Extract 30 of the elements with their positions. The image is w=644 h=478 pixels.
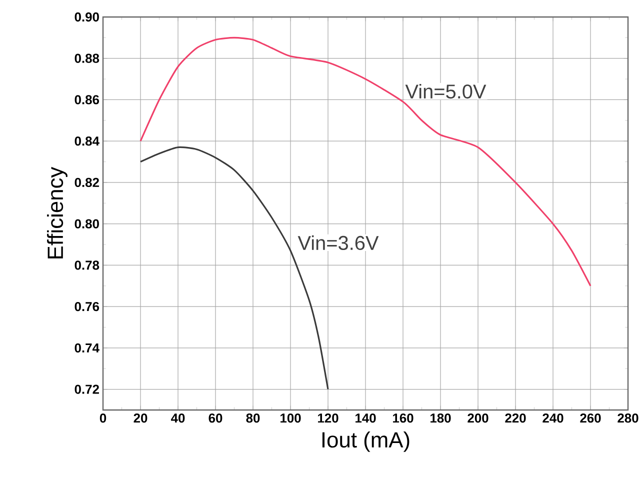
x-tick-label: 40 — [171, 414, 185, 423]
line-series — [140, 36, 592, 287]
series-label: Vin=5.0V — [405, 84, 486, 99]
y-tick-label: 0.84 — [74, 136, 100, 146]
x-tick-label: 20 — [134, 414, 148, 423]
x-tick-label: 100 — [280, 414, 301, 423]
x-tick-label: 80 — [246, 414, 260, 423]
x-tick-label: 0 — [100, 414, 106, 423]
y-tick-label: 0.88 — [74, 54, 100, 63]
y-tick-label: 0.90 — [74, 12, 99, 22]
y-tick-label: 0.72 — [74, 384, 99, 394]
x-axis-title: Iout (mA) — [322, 432, 410, 452]
x-tick-label: 120 — [318, 414, 338, 423]
y-tick-label: 0.86 — [74, 95, 100, 104]
y-tick-label: 0.74 — [74, 343, 100, 353]
x-tick-label: 260 — [580, 414, 601, 423]
x-tick-label: 280 — [618, 414, 638, 423]
x-tick-label: 180 — [430, 414, 451, 423]
y-axis-title: Efficiency — [47, 166, 68, 258]
y-tick-label: 0.78 — [74, 260, 100, 270]
x-tick-label: 240 — [542, 414, 564, 423]
x-tick-label: 160 — [393, 414, 414, 423]
y-tick-label: 0.82 — [74, 178, 99, 188]
x-tick-label: 200 — [468, 414, 488, 423]
series-label: Vin=3.6V — [298, 235, 379, 250]
x-tick-label: 60 — [208, 414, 222, 423]
x-tick-label: 140 — [356, 414, 376, 423]
y-tick-label: 0.80 — [74, 219, 99, 228]
x-tick-label: 220 — [505, 414, 526, 423]
y-tick-label: 0.76 — [74, 302, 100, 312]
